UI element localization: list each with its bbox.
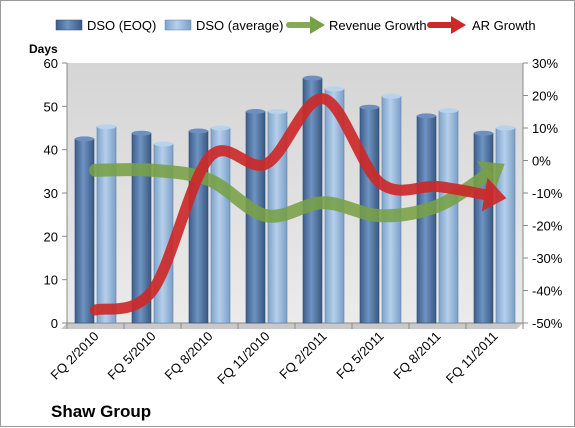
x-tick-label: FQ 11/2010	[214, 329, 272, 387]
bar-dso-eoq	[74, 136, 95, 324]
y2-tick-label: 30%	[532, 56, 558, 71]
legend-swatch-dso-average	[164, 19, 192, 31]
chart-title: Shaw Group	[51, 402, 151, 421]
y-tick-label: 20	[44, 229, 58, 244]
bar-dso-eoq	[416, 113, 437, 324]
x-tick-label: FQ 5/2010	[105, 329, 159, 383]
growth-lines	[89, 93, 507, 316]
y-axis-right: 30% 20% 10% 0% -10% -20% -30% -40% -50%	[523, 56, 563, 331]
y2-tick-label: 20%	[532, 89, 558, 104]
y-tick-label: 0	[51, 316, 58, 331]
legend-label-ar-growth: AR Growth	[472, 18, 536, 33]
legend-arrow-icon-revenue-growth	[286, 16, 325, 34]
legend-arrow-icon-ar-growth	[427, 16, 466, 34]
bar-dso-average	[96, 124, 117, 324]
legend: DSO (EOQ) DSO (average) Revenue Growth A…	[55, 16, 536, 34]
y-axis-title: Days	[29, 42, 58, 56]
bar-dso-eoq	[473, 130, 494, 324]
revenue-growth-line	[89, 161, 505, 223]
ar-growth-line	[90, 93, 507, 316]
legend-item-dso-average: DSO (average)	[164, 18, 283, 33]
y2-tick-label: -20%	[532, 219, 563, 234]
bar-dso-average	[381, 93, 402, 324]
x-tick-label: FQ 5/2011	[333, 329, 386, 382]
bar-dso-average	[438, 108, 459, 324]
y-tick-label: 10	[44, 273, 58, 288]
bar-dso-average	[495, 125, 516, 324]
x-tick-label: FQ 8/2010	[162, 329, 216, 383]
revenue-growth-arrow-icon	[476, 161, 505, 190]
legend-item-dso-eoq: DSO (EOQ)	[55, 18, 156, 33]
legend-swatch-dso-eoq	[55, 19, 83, 31]
plot-floor	[61, 323, 523, 329]
y-axis-left: 0 10 20 30 40 50 60	[44, 56, 67, 331]
y2-tick-label: -40%	[532, 284, 563, 299]
x-tick-label: FQ 2/2010	[48, 329, 102, 383]
y2-tick-label: -50%	[532, 316, 563, 331]
y2-tick-label: 0%	[532, 154, 551, 169]
y-tick-label: 50	[44, 99, 58, 114]
y-tick-label: 40	[44, 143, 58, 158]
legend-item-ar-growth: AR Growth	[427, 16, 536, 34]
y-tick-label: 30	[44, 186, 58, 201]
x-tick-label: FQ 11/2011	[443, 329, 501, 387]
y2-tick-label: -10%	[532, 186, 563, 201]
bar-dso-eoq	[131, 130, 152, 324]
y2-tick-label: -30%	[532, 251, 563, 266]
x-tick-label: FQ 8/2011	[390, 329, 443, 382]
legend-label-revenue-growth: Revenue Growth	[329, 18, 427, 33]
legend-item-revenue-growth: Revenue Growth	[286, 16, 427, 34]
ar-growth-arrow-icon	[481, 177, 507, 212]
legend-label-dso-eoq: DSO (EOQ)	[87, 18, 156, 33]
x-tick-label: FQ 2/2011	[276, 329, 329, 382]
y2-tick-label: 10%	[532, 121, 558, 136]
y-tick-label: 60	[44, 56, 58, 71]
legend-label-dso-average: DSO (average)	[196, 18, 283, 33]
